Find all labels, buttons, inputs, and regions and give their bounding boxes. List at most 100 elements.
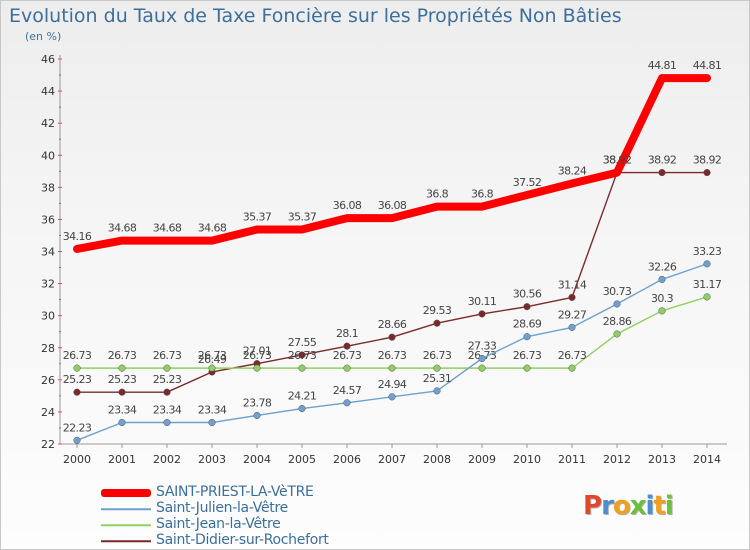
data-point [163,364,171,372]
data-label: 24.94 [378,378,407,391]
y-tick-label: 40 [41,149,55,162]
x-tick-label: 2006 [333,453,361,466]
data-point [343,364,351,372]
y-tick-label: 24 [41,406,55,419]
data-point [388,333,396,341]
data-label: 26.73 [198,349,227,362]
y-tick-label: 32 [41,278,55,291]
data-label: 30.3 [651,292,674,305]
x-tick-label: 2010 [513,453,541,466]
data-point [568,293,576,301]
logo-letter: P [583,491,602,521]
logo-letter: r [601,491,614,521]
data-point [523,333,531,341]
data-label: 30.73 [603,285,632,298]
data-label: 23.34 [198,404,227,417]
data-label: 29.53 [423,304,452,317]
data-point [298,404,306,413]
y-tick-label: 26 [41,374,55,387]
data-label: 23.34 [153,404,182,417]
data-label: 35.37 [243,211,272,224]
data-label: 32.26 [648,260,677,273]
data-label: 30.11 [468,295,497,308]
series-1: 22.23 23.34 23.34 23.34 23.78 24.21 24.57 24.94… [63,245,722,444]
data-label: 38.92 [603,154,632,167]
data-label: 33.23 [693,245,722,258]
data-label: 34.16 [63,230,92,243]
data-point [433,364,441,372]
data-point [478,364,486,372]
data-point [613,330,621,338]
x-tick-label: 2004 [243,453,271,466]
x-tick-label: 2005 [288,453,316,466]
series-0: 34.16 34.68 34.68 34.68 35.37 35.37 36.08 36.08… [63,59,722,253]
data-point [523,364,531,372]
y-tick-label: 36 [41,213,55,226]
data-label: 26.73 [63,349,92,362]
data-label: 31.14 [558,278,587,291]
x-tick-label: 2000 [63,453,91,466]
series-line [73,74,711,253]
data-label: 34.68 [108,222,137,235]
data-label: 27.33 [468,339,497,352]
data-label: 27.01 [243,345,272,358]
data-point [343,342,351,350]
legend-swatch [101,540,151,542]
data-label: 26.73 [288,349,317,362]
data-label: 38.92 [648,154,677,167]
logo-letter: o [612,491,631,521]
data-label: 36.08 [378,199,407,212]
data-label: 28.86 [603,315,632,328]
data-label: 26.73 [243,349,272,362]
data-point [118,418,126,427]
legend-label: Saint-Jean-la-Vêtre [156,516,281,532]
logo-letter: i [664,491,674,521]
logo-letter: x [629,491,647,521]
x-tick-label: 2013 [648,453,676,466]
data-label: 25.31 [423,372,452,385]
data-point [298,364,306,372]
data-point [73,364,81,372]
x-tick-label: 2007 [378,453,406,466]
data-point [703,169,711,177]
y-tick-label: 38 [41,181,55,194]
x-tick-label: 2008 [423,453,451,466]
data-point [658,275,666,283]
data-label: 38.24 [558,164,587,177]
data-point [73,436,81,444]
logo-letter: t [653,491,665,521]
y-axis-unit-label: (en %) [25,30,62,43]
chart-title: Evolution du Taux de Taxe Foncière sur l… [9,5,622,27]
logo-letter: i [645,491,655,521]
y-tick-label: 22 [41,438,55,451]
data-label: 31.17 [693,278,722,291]
data-point [118,364,126,372]
data-point [613,300,621,308]
legend-swatch [101,524,151,526]
data-point [658,169,666,177]
data-point [163,418,171,427]
data-label: 23.34 [108,404,137,417]
proxiti-logo: Proxiti [583,491,674,521]
data-point [703,260,711,268]
data-point [298,351,306,359]
data-point [253,364,261,372]
data-label: 26.73 [558,349,587,362]
y-tick-label: 28 [41,342,55,355]
data-point [703,293,711,301]
y-tick-label: 34 [41,246,55,259]
legend-swatch [101,489,151,497]
data-label: 30.56 [513,288,542,301]
data-label: 25.23 [153,373,182,386]
data-label: 27.55 [288,336,317,349]
data-point [523,303,531,311]
x-tick-label: 2012 [603,453,631,466]
data-label: 44.81 [648,59,677,72]
data-label: 36.08 [333,199,362,212]
data-label: 26.73 [108,349,137,362]
y-tick-label: 30 [41,310,55,323]
legend-label: SAINT-PRIEST-LA-VèTRE [156,484,314,500]
data-point [253,411,261,419]
data-point [568,364,576,372]
